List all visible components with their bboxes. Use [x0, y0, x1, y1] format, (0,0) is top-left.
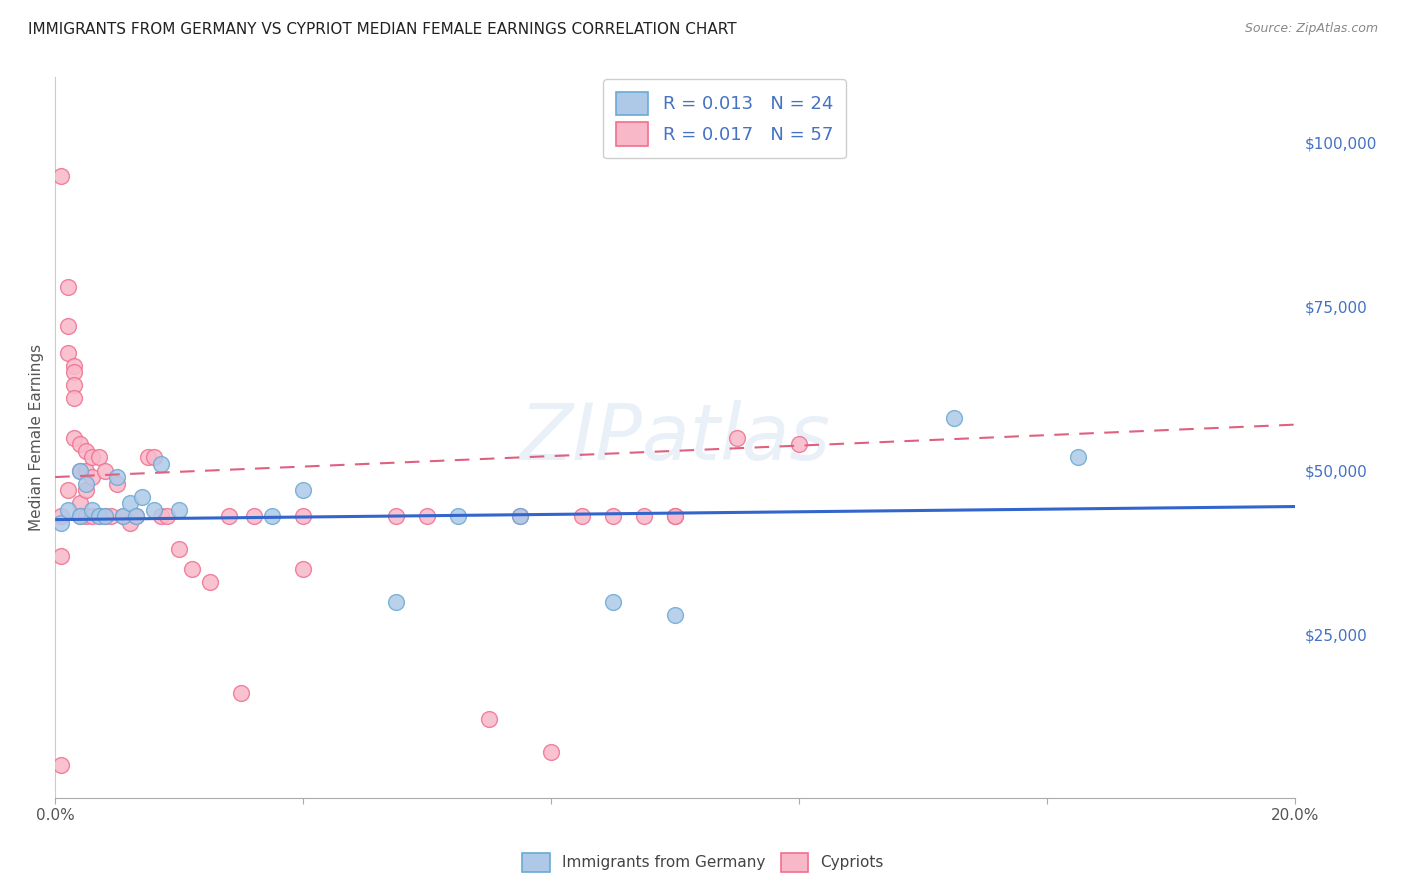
Point	[633, 509, 655, 524]
Point	[51, 516, 73, 530]
Point	[180, 562, 202, 576]
Point	[75, 463, 97, 477]
Point	[602, 509, 624, 524]
Point	[787, 437, 810, 451]
Point	[664, 607, 686, 622]
Point	[242, 509, 264, 524]
Point	[167, 503, 190, 517]
Point	[75, 483, 97, 498]
Point	[69, 437, 91, 451]
Point	[131, 490, 153, 504]
Point	[262, 509, 284, 524]
Point	[87, 450, 110, 465]
Point	[82, 470, 104, 484]
Point	[100, 509, 122, 524]
Point	[602, 594, 624, 608]
Point	[69, 509, 91, 524]
Point	[82, 509, 104, 524]
Point	[664, 509, 686, 524]
Point	[56, 345, 79, 359]
Text: Source: ZipAtlas.com: Source: ZipAtlas.com	[1244, 22, 1378, 36]
Point	[62, 359, 84, 373]
Point	[571, 509, 593, 524]
Point	[725, 431, 748, 445]
Point	[82, 503, 104, 517]
Text: IMMIGRANTS FROM GERMANY VS CYPRIOT MEDIAN FEMALE EARNINGS CORRELATION CHART: IMMIGRANTS FROM GERMANY VS CYPRIOT MEDIA…	[28, 22, 737, 37]
Point	[292, 562, 315, 576]
Point	[82, 450, 104, 465]
Point	[447, 509, 470, 524]
Point	[136, 450, 159, 465]
Point	[56, 503, 79, 517]
Point	[385, 509, 408, 524]
Point	[69, 509, 91, 524]
Point	[509, 509, 531, 524]
Point	[149, 509, 172, 524]
Legend: Immigrants from Germany, Cypriots: Immigrants from Germany, Cypriots	[515, 845, 891, 880]
Point	[112, 509, 135, 524]
Point	[56, 319, 79, 334]
Point	[125, 509, 148, 524]
Point	[105, 476, 128, 491]
Point	[118, 496, 141, 510]
Point	[69, 463, 91, 477]
Point	[87, 509, 110, 524]
Point	[198, 574, 221, 589]
Point	[94, 509, 117, 524]
Point	[62, 365, 84, 379]
Point	[125, 509, 148, 524]
Point	[292, 483, 315, 498]
Point	[292, 509, 315, 524]
Point	[69, 496, 91, 510]
Point	[51, 549, 73, 563]
Point	[62, 378, 84, 392]
Point	[56, 280, 79, 294]
Y-axis label: Median Female Earnings: Median Female Earnings	[30, 344, 44, 532]
Point	[69, 463, 91, 477]
Point	[143, 503, 166, 517]
Point	[167, 542, 190, 557]
Legend: R = 0.013   N = 24, R = 0.017   N = 57: R = 0.013 N = 24, R = 0.017 N = 57	[603, 79, 846, 158]
Point	[143, 450, 166, 465]
Point	[509, 509, 531, 524]
Point	[478, 713, 501, 727]
Point	[94, 509, 117, 524]
Point	[51, 509, 73, 524]
Text: ZIPatlas: ZIPatlas	[520, 400, 831, 475]
Point	[51, 169, 73, 183]
Point	[385, 594, 408, 608]
Point	[56, 483, 79, 498]
Point	[664, 509, 686, 524]
Point	[75, 476, 97, 491]
Point	[87, 509, 110, 524]
Point	[75, 443, 97, 458]
Point	[118, 516, 141, 530]
Point	[105, 470, 128, 484]
Point	[62, 392, 84, 406]
Point	[94, 463, 117, 477]
Point	[218, 509, 240, 524]
Point	[229, 686, 252, 700]
Point	[149, 457, 172, 471]
Point	[156, 509, 179, 524]
Point	[416, 509, 439, 524]
Point	[540, 745, 562, 759]
Point	[75, 509, 97, 524]
Point	[51, 758, 73, 772]
Point	[62, 431, 84, 445]
Point	[112, 509, 135, 524]
Point	[942, 411, 965, 425]
Point	[1067, 450, 1090, 465]
